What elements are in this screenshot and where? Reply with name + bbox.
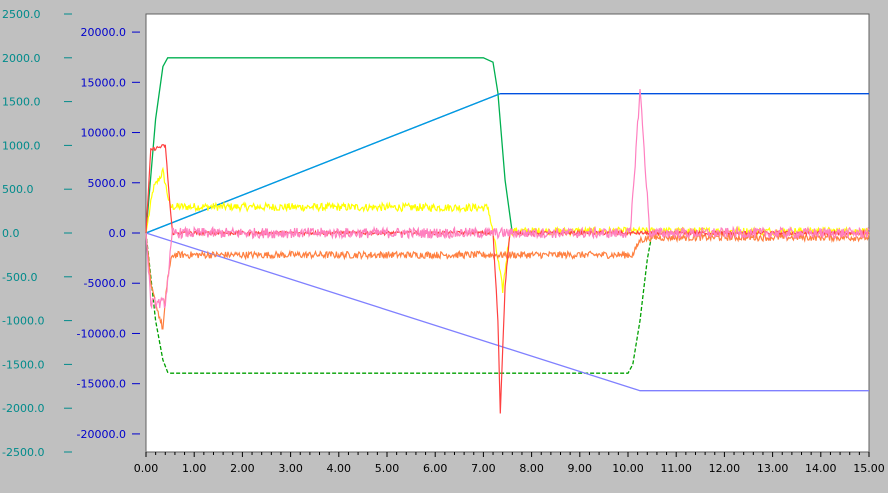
left-axis-tick-label: -2500.0	[2, 446, 44, 459]
left-axis-tick-label: 1500.0	[2, 96, 41, 109]
x-axis-tick-label: 3.00	[278, 462, 303, 475]
x-axis-tick-label: 8.00	[519, 462, 544, 475]
right-axis-tick-label: 5000.0	[88, 177, 127, 190]
left-axis-tick-label: 0.0	[2, 227, 20, 240]
left-axis-tick-label: -500.0	[2, 271, 37, 284]
right-axis-tick-label: 20000.0	[81, 26, 127, 39]
x-axis-tick-label: 1.00	[182, 462, 207, 475]
x-axis-tick-label: 15.00	[853, 462, 885, 475]
x-axis-tick-label: 5.00	[375, 462, 400, 475]
x-axis-tick-label: 2.00	[230, 462, 255, 475]
left-axis-tick-label: 1000.0	[2, 139, 41, 152]
left-axis-tick-label: 500.0	[2, 183, 34, 196]
right-axis-tick-label: 15000.0	[81, 76, 127, 89]
series-line-3	[145, 93, 501, 234]
x-axis-tick-label: 11.00	[660, 462, 692, 475]
series-line-4	[145, 232, 869, 392]
series-line-8	[145, 88, 870, 310]
x-axis-tick-label: 7.00	[471, 462, 496, 475]
right-axis-tick-label: -5000.0	[84, 277, 126, 290]
x-axis-tick-label: 6.00	[423, 462, 448, 475]
x-axis-tick-label: 14.00	[805, 462, 837, 475]
right-axis-tick-label: -10000.0	[77, 327, 126, 340]
x-axis-tick-label: 10.00	[612, 462, 644, 475]
left-axis-tick-label: -1000.0	[2, 315, 44, 328]
right-axis-tick-label: 0.0	[109, 227, 127, 240]
left-axis-tick-label: -2000.0	[2, 402, 44, 415]
left-axis-tick-label: 2000.0	[2, 52, 41, 65]
right-axis-tick-label: 10000.0	[81, 127, 127, 140]
right-axis-tick-label: -15000.0	[77, 378, 126, 391]
series-line-0	[145, 57, 513, 234]
x-axis-tick-label: 13.00	[757, 462, 789, 475]
x-axis-tick-label: 9.00	[568, 462, 593, 475]
left-axis-tick-label: -1500.0	[2, 358, 44, 371]
series-line-1	[145, 232, 653, 374]
right-axis-tick-label: -20000.0	[77, 428, 126, 441]
x-axis-tick-label: 0.00	[134, 462, 159, 475]
x-axis-tick-label: 12.00	[709, 462, 741, 475]
x-axis-tick-label: 4.00	[327, 462, 352, 475]
left-axis-tick-label: 2500.0	[2, 8, 41, 21]
